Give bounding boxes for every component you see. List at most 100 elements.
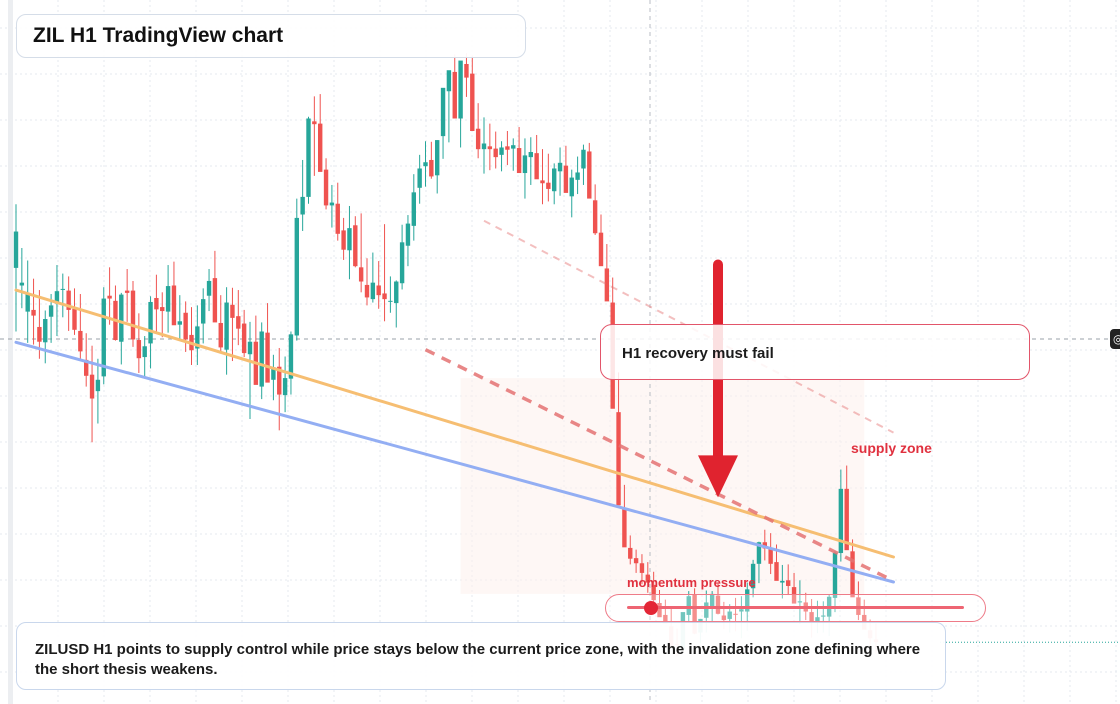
candle-body	[435, 140, 440, 176]
candle-body	[745, 589, 750, 612]
candle-body	[277, 366, 282, 395]
momentum-indicator	[643, 601, 658, 615]
candle-body	[569, 177, 574, 197]
candle-body	[241, 323, 247, 354]
candle-body	[709, 593, 715, 608]
candle-body	[844, 488, 849, 551]
candle-body	[212, 278, 218, 323]
candle-body	[48, 305, 54, 317]
candle-body	[633, 558, 639, 564]
summary-text: ZILUSD H1 points to supply control while…	[16, 622, 946, 690]
momentum-track	[627, 606, 964, 609]
target-icon[interactable]: ◎	[1110, 329, 1120, 349]
candle-body	[124, 290, 130, 293]
candle-body	[136, 340, 142, 359]
candle-body	[499, 147, 504, 155]
candle-body	[288, 334, 294, 379]
supply-zone-label: supply zone	[851, 440, 932, 456]
candle-body	[440, 87, 446, 137]
candle-body	[417, 168, 422, 188]
candle-body	[692, 594, 697, 634]
candle-body	[832, 553, 838, 598]
candle-body	[739, 609, 744, 612]
candle-body	[306, 118, 311, 197]
trendline-blue	[14, 340, 895, 584]
candle-body	[271, 367, 276, 380]
candle-body	[429, 159, 434, 177]
candle-body	[493, 148, 498, 158]
candle-body	[774, 562, 779, 581]
candle-body	[797, 601, 803, 603]
candle-body	[358, 267, 364, 282]
candle-body	[575, 172, 580, 180]
candle-body	[294, 217, 299, 336]
candle-body	[119, 294, 124, 342]
trendline-orange	[14, 288, 895, 559]
candle-body	[399, 242, 405, 284]
candle-body	[475, 128, 481, 150]
candle-body	[89, 374, 95, 399]
recovery-callout: H1 recovery must fail	[600, 324, 1030, 380]
candle-body	[312, 121, 317, 125]
candle-body	[160, 307, 165, 312]
candle-body	[265, 332, 270, 383]
candle-body	[821, 615, 826, 617]
candle-body	[598, 232, 604, 267]
candle-body	[715, 595, 721, 614]
candle-body	[528, 152, 533, 158]
candle-body	[335, 203, 340, 234]
candle-body	[43, 319, 48, 343]
candle-body	[66, 290, 71, 310]
candle-body	[300, 196, 305, 215]
dashed-projection-line	[424, 348, 895, 583]
candle-body	[505, 146, 510, 150]
candle-body	[78, 330, 83, 352]
candle-body	[815, 617, 820, 622]
candle-body	[487, 146, 493, 150]
candle-body	[84, 359, 89, 376]
candle-body	[259, 331, 264, 387]
candle-body	[236, 316, 241, 329]
candle-body	[587, 151, 592, 199]
candle-body	[628, 547, 633, 559]
candle-body	[786, 580, 791, 586]
candle-body	[546, 182, 551, 189]
candle-body	[25, 293, 30, 312]
candle-body	[750, 563, 756, 589]
candle-body	[382, 293, 387, 300]
candle-body	[218, 322, 223, 348]
candle-body	[592, 200, 598, 234]
candle-body	[721, 615, 727, 621]
candle-body	[563, 165, 569, 193]
candle-body	[13, 231, 19, 268]
candle-body	[318, 123, 323, 172]
candle-body	[616, 412, 621, 506]
candle-body	[282, 378, 288, 396]
candle-body	[704, 602, 709, 618]
candle-body	[72, 308, 77, 330]
candle-body	[95, 379, 101, 392]
candle-body	[101, 298, 106, 377]
chart-title: ZIL H1 TradingView chart	[16, 14, 526, 58]
candle-body	[663, 614, 668, 624]
candle-body	[516, 148, 522, 174]
candle-body	[511, 145, 516, 149]
candle-body	[458, 60, 463, 119]
candle-body	[522, 155, 528, 174]
candle-body	[130, 290, 136, 340]
candle-body	[394, 281, 399, 304]
candle-body	[171, 285, 177, 326]
candle-body	[323, 169, 329, 206]
left-scale-strip	[8, 0, 13, 704]
candle-body	[388, 300, 393, 302]
candle-body	[446, 70, 452, 92]
candle-body	[838, 488, 844, 554]
candle-body	[405, 223, 411, 246]
candle-body	[347, 228, 352, 251]
candle-body	[364, 284, 370, 298]
candle-body	[201, 299, 206, 324]
candle-body	[686, 596, 691, 615]
candle-body	[411, 192, 416, 226]
candle-body	[329, 202, 335, 206]
candle-body	[481, 143, 487, 150]
